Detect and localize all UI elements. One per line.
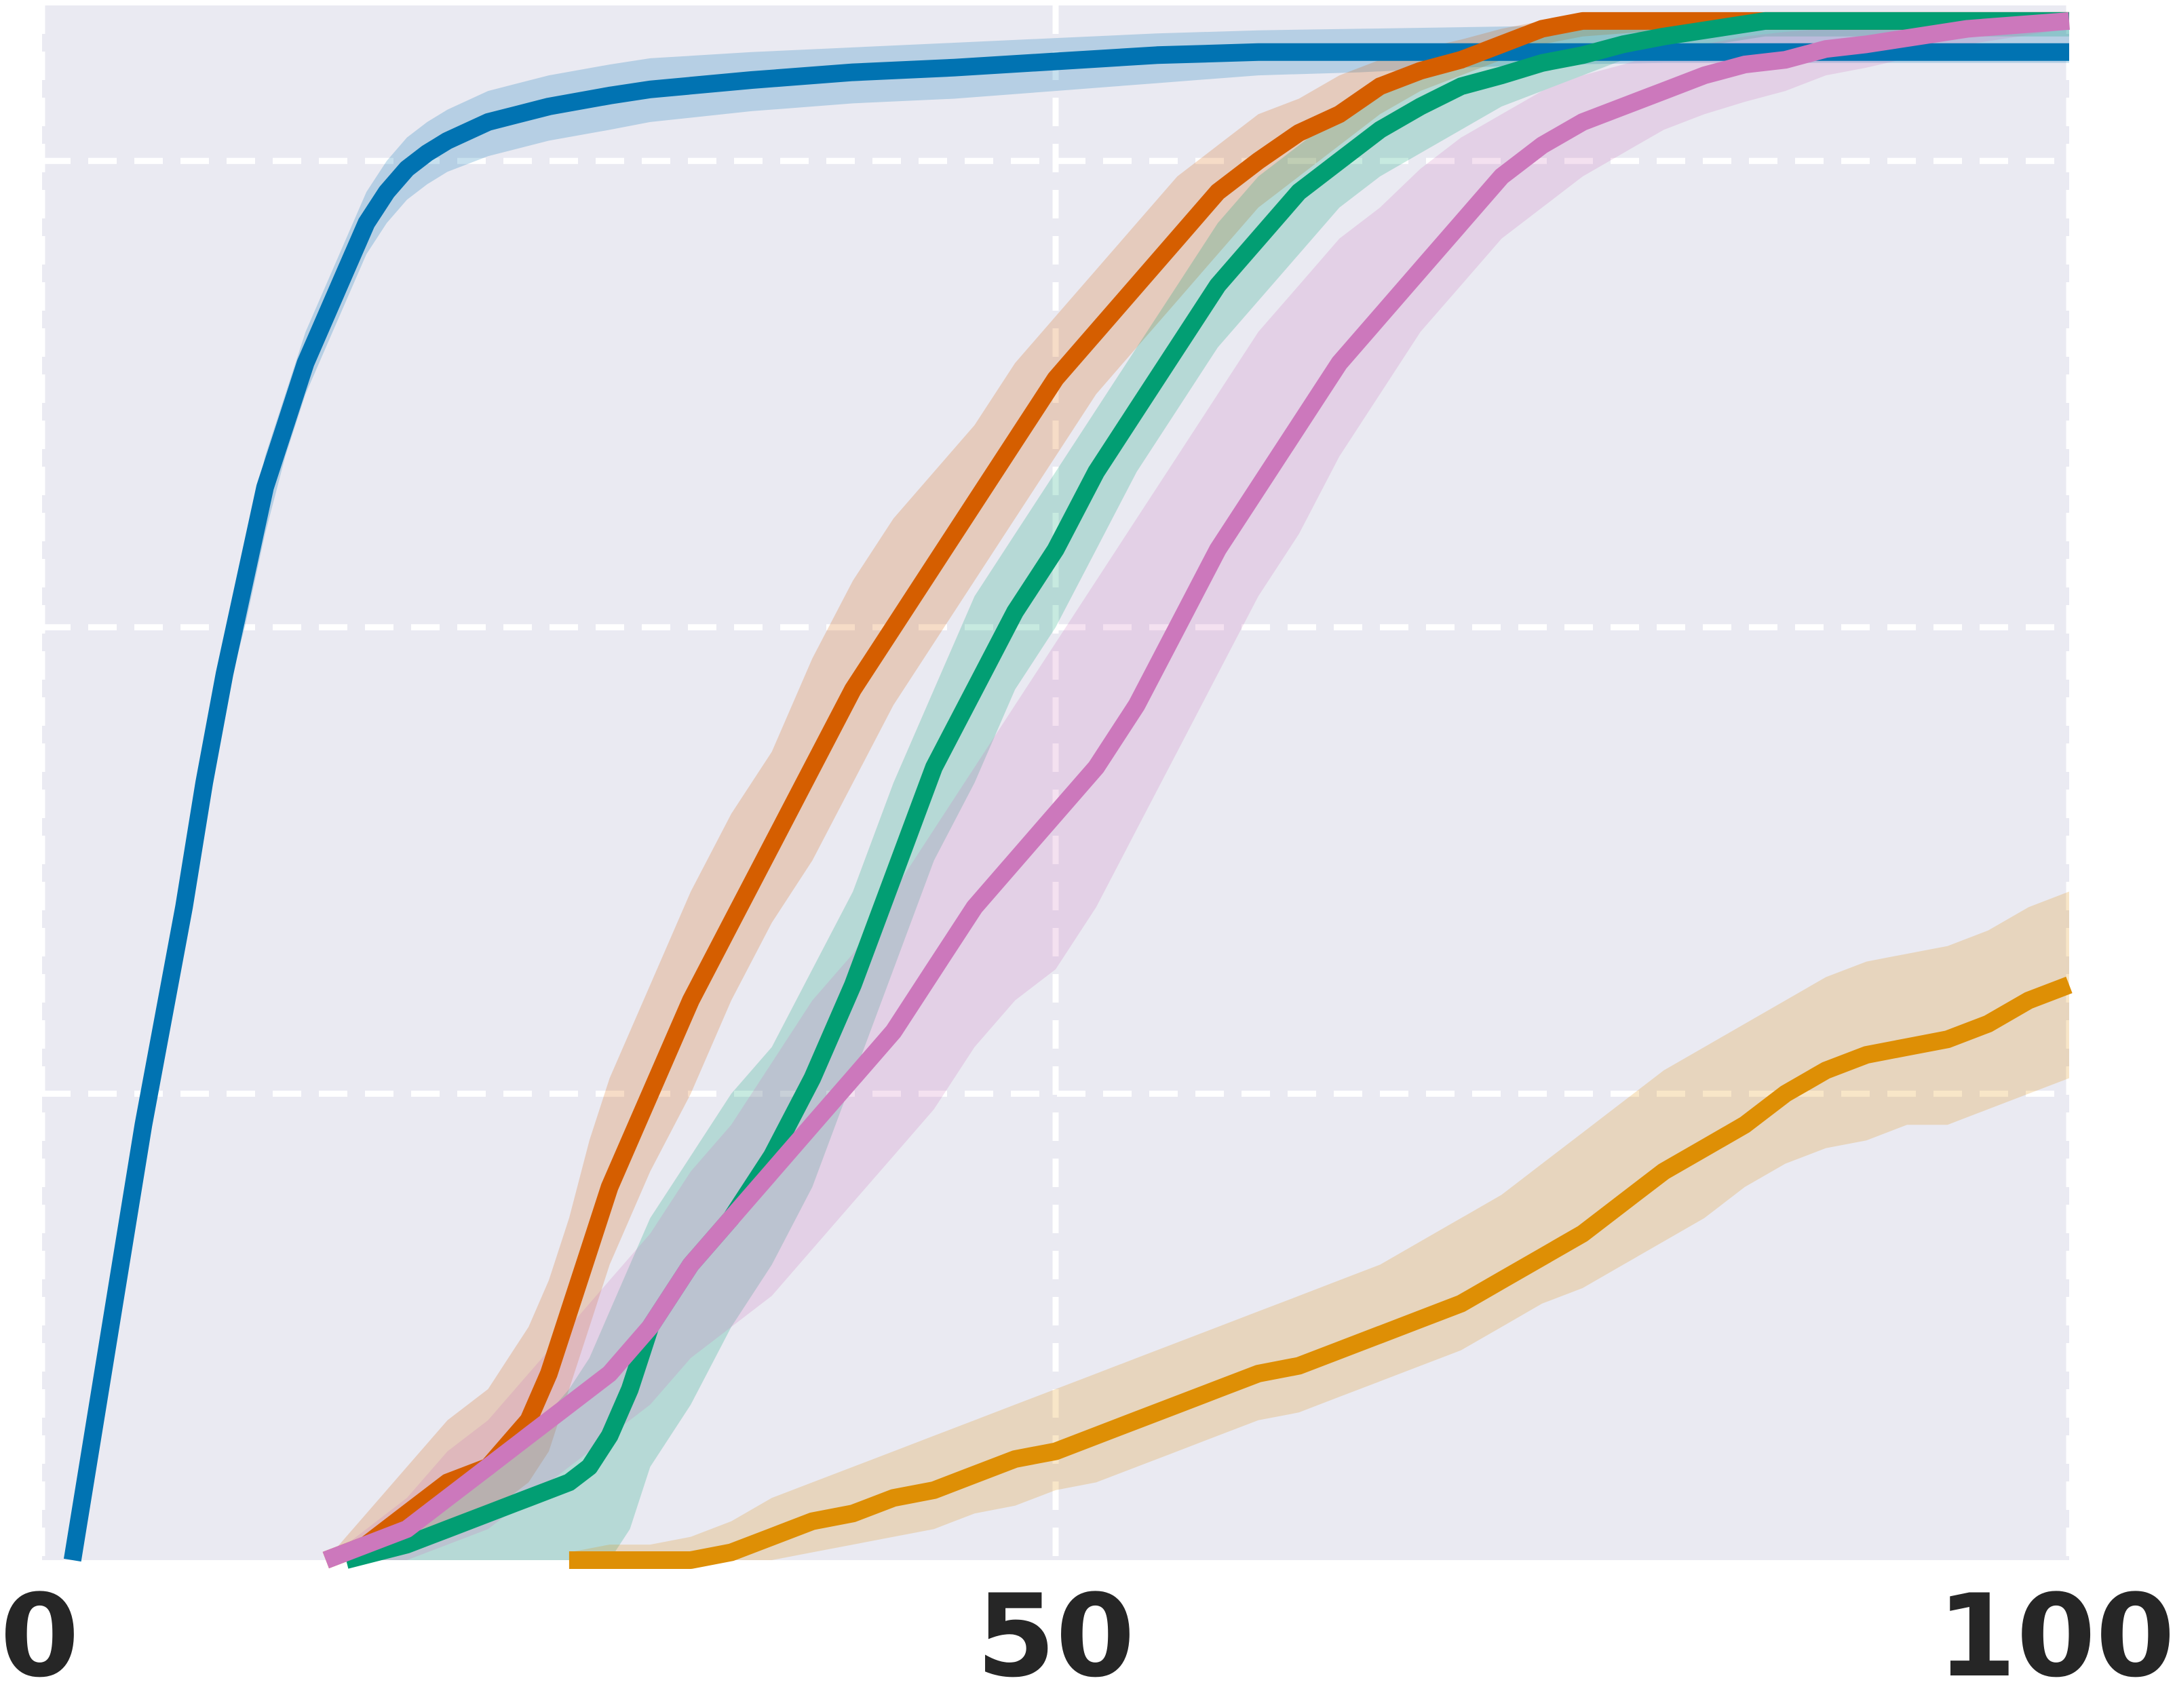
x-tick-label: 100 — [1937, 1570, 2175, 1703]
series-line-5 — [569, 976, 2073, 1569]
x-tick-label: 0 — [0, 1570, 79, 1703]
grid-lines — [39, 5, 2073, 1560]
x-tick-label: 50 — [976, 1570, 1135, 1703]
confidence-band-2 — [326, 14, 2069, 1560]
series-line-4 — [322, 12, 2070, 1569]
confidence-band-5 — [569, 891, 2070, 1560]
series-line-3 — [343, 12, 2069, 1569]
series-line-2 — [322, 12, 2069, 1569]
x-tick-labels: 0 50 100 — [0, 1570, 2175, 1703]
series-lines — [63, 12, 2073, 1569]
